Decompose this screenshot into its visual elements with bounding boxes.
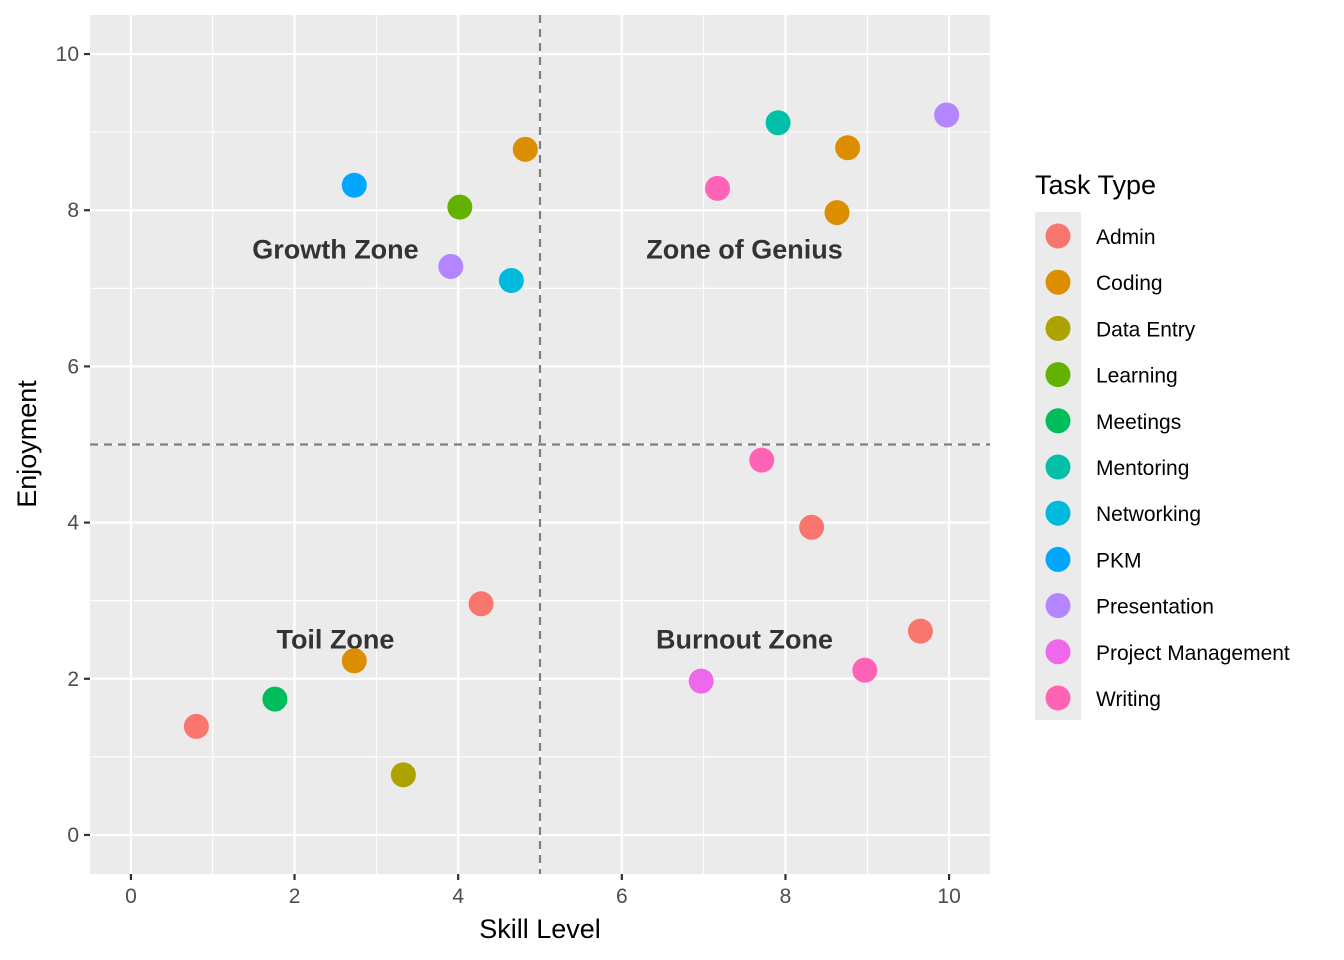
data-point (183, 713, 209, 739)
data-point (835, 135, 861, 161)
y-axis-ticks: 0 2 4 6 8 10 (56, 43, 90, 847)
data-point (262, 686, 288, 712)
legend-key (1045, 362, 1071, 388)
zone-labels: Growth Zone Zone of Genius Toil Zone Burnou… (252, 234, 843, 654)
y-tick-label: 10 (56, 43, 79, 66)
y-tick-label: 6 (67, 355, 79, 378)
legend-label: Project Management (1096, 642, 1290, 665)
data-point (447, 194, 473, 220)
x-tick-label: 8 (780, 885, 792, 908)
data-point (852, 657, 878, 683)
legend-label: Data Entry (1096, 318, 1196, 341)
data-point (799, 514, 825, 540)
x-tick-label: 10 (937, 885, 960, 908)
legend-label: Learning (1096, 365, 1178, 388)
major-gridlines (90, 15, 990, 874)
x-axis-title: Skill Level (479, 914, 601, 944)
legend-label: Admin (1096, 226, 1156, 249)
data-point (468, 591, 494, 617)
legend-label: PKM (1096, 549, 1142, 572)
data-point (512, 136, 538, 162)
data-point (765, 110, 791, 136)
data-point (341, 172, 367, 198)
legend-key (1045, 639, 1071, 665)
x-tick-label: 6 (616, 885, 628, 908)
legend-key (1045, 500, 1071, 526)
x-axis-ticks: 0 2 4 6 8 10 (125, 874, 961, 908)
y-tick-label: 4 (67, 512, 79, 535)
y-tick-label: 0 (67, 824, 79, 847)
legend-label: Coding (1096, 272, 1163, 295)
legend-label: Writing (1096, 688, 1161, 711)
legend-label: Meetings (1096, 411, 1181, 434)
reference-lines (90, 15, 990, 874)
legend-key (1045, 454, 1071, 480)
data-point (498, 268, 524, 294)
y-tick-label: 2 (67, 668, 79, 691)
zone-label: Growth Zone (252, 234, 418, 264)
data-point (907, 618, 933, 644)
x-tick-label: 4 (452, 885, 464, 908)
data-points (183, 102, 960, 788)
legend-label: Mentoring (1096, 457, 1189, 480)
data-point (390, 762, 416, 788)
zone-label: Toil Zone (276, 625, 394, 655)
legend-label: Presentation (1096, 596, 1214, 619)
zone-label: Burnout Zone (656, 625, 833, 655)
y-axis-title: Enjoyment (12, 380, 42, 508)
legend-key (1045, 223, 1071, 249)
legend-label: Networking (1096, 503, 1201, 526)
legend-key (1045, 593, 1071, 619)
data-point (341, 648, 367, 674)
data-point (824, 200, 850, 226)
y-tick-label: 8 (67, 199, 79, 222)
data-point (934, 102, 960, 128)
x-tick-label: 2 (289, 885, 301, 908)
legend: Task Type Admin Coding Data Entry Learning M… (1035, 170, 1290, 720)
legend-title: Task Type (1035, 170, 1156, 200)
data-point (705, 175, 731, 201)
x-tick-label: 0 (125, 885, 137, 908)
data-point (749, 447, 775, 473)
zone-label: Zone of Genius (646, 234, 843, 264)
legend-key (1045, 685, 1071, 711)
legend-key (1045, 408, 1071, 434)
legend-key (1045, 315, 1071, 341)
data-point (438, 253, 464, 279)
data-point (688, 668, 714, 694)
legend-key (1045, 269, 1071, 295)
legend-key (1045, 546, 1071, 572)
